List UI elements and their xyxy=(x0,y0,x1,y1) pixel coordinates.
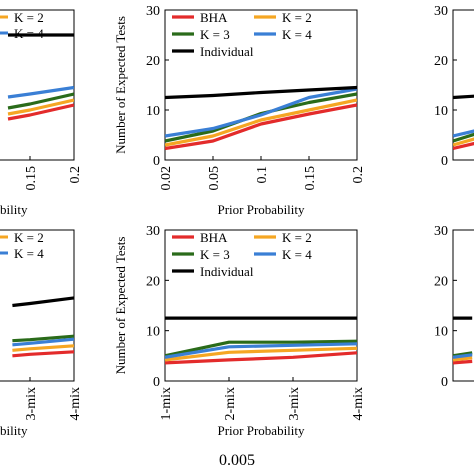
series-line-k-3 xyxy=(12,334,74,343)
y-tick-label: 0 xyxy=(153,154,160,169)
chart-bottom-left: 3-mix 4-mix K = 2K = 4 bility xyxy=(0,229,83,438)
y-tick-label: 30 xyxy=(146,4,160,19)
series-line-individual xyxy=(453,94,474,100)
series-line-bha xyxy=(7,103,74,121)
series-line-bha xyxy=(165,103,357,151)
chart-top-left: 0.15 0.2 K = 2K = 4 bility xyxy=(0,9,83,217)
series-line-k-2 xyxy=(7,98,74,116)
y-tick-label: 20 xyxy=(434,54,448,69)
chart-bottom-middle: 0 10 20 30 1-mix 2-mix 3-mix 4-mix BHA K = 2 K = 3… xyxy=(113,224,366,438)
legend-label: K = 3 xyxy=(200,247,230,262)
y-axis-label: Number of Expected Tests xyxy=(113,237,128,375)
x-axis-label: bility xyxy=(0,202,28,217)
series-line-k-4 xyxy=(453,353,473,359)
legend-label: K = 2 xyxy=(282,10,312,25)
series-line-k-4 xyxy=(165,342,357,359)
x-tick-label: 0.15 xyxy=(24,166,39,191)
y-tick-label: 0 xyxy=(441,154,448,169)
legend-label: K = 3 xyxy=(200,27,230,42)
y-axis-label: Number of Expected Tests xyxy=(113,16,128,154)
legend-label: K = 2 xyxy=(14,10,44,25)
y-tick-label: 20 xyxy=(146,54,160,69)
y-tick-label: 20 xyxy=(146,274,160,289)
x-axis-label: Prior Probability xyxy=(217,423,305,438)
series-line-k-3 xyxy=(165,339,357,358)
legend-label: K = 4 xyxy=(282,247,312,262)
series-line-k-4 xyxy=(12,337,74,347)
x-tick-label: 0.15 xyxy=(303,166,318,191)
x-tick-label: 0.02 xyxy=(159,166,174,191)
plot-frame xyxy=(452,229,474,382)
y-tick-label: 0 xyxy=(441,375,448,390)
x-tick-label: 0.2 xyxy=(68,166,83,184)
chart-bottom-right: 0 10 20 30 xyxy=(434,224,474,390)
series-line-bha xyxy=(453,359,473,365)
series-line-individual xyxy=(165,85,357,100)
plot-frame xyxy=(452,9,474,161)
x-axis-label: Prior Probability xyxy=(217,202,305,217)
series-line-bha xyxy=(453,141,474,151)
x-tick-label: 0.1 xyxy=(255,166,270,184)
series-line-k-3 xyxy=(453,132,474,143)
x-tick-label: 0.2 xyxy=(351,166,366,184)
x-tick-label: 3-mix xyxy=(24,387,39,420)
y-tick-label: 20 xyxy=(434,274,448,289)
plot-frame xyxy=(164,229,358,382)
series-line-k-2 xyxy=(453,137,474,147)
x-tick-label: 0.05 xyxy=(207,166,222,191)
series-line-individual xyxy=(12,296,74,308)
legend-label: K = 4 xyxy=(14,246,44,261)
series-line-k-2 xyxy=(165,346,357,362)
figure-caption: 0.005 xyxy=(219,452,255,469)
legend-label: K = 4 xyxy=(14,26,44,41)
legend-label: BHA xyxy=(200,10,228,25)
legend-label: Individual xyxy=(200,264,254,279)
x-tick-label: 4-mix xyxy=(351,387,366,420)
y-tick-label: 10 xyxy=(434,104,448,119)
y-tick-label: 0 xyxy=(153,375,160,390)
y-tick-label: 30 xyxy=(434,4,448,19)
chart-top-right: 0 10 20 30 xyxy=(434,4,474,169)
series-line-k-2 xyxy=(453,356,473,362)
series-line-k-2 xyxy=(12,344,74,352)
series-line-bha xyxy=(165,351,357,365)
series-line-k-3 xyxy=(7,92,74,110)
x-axis-label: bility xyxy=(0,423,28,438)
legend-label: BHA xyxy=(200,230,228,245)
chart-top-middle: 0 10 20 30 0.02 0.05 0.1 0.15 0.2 BHA K = 2 K = 3 K … xyxy=(113,4,366,217)
series-line-k-3 xyxy=(165,92,357,143)
legend-label: Individual xyxy=(200,44,254,59)
x-tick-label: 3-mix xyxy=(287,387,302,420)
series-line-k-4 xyxy=(453,129,474,138)
series-line-bha xyxy=(12,350,74,358)
legend-label: K = 2 xyxy=(282,230,312,245)
x-tick-label: 4-mix xyxy=(68,387,83,420)
y-tick-label: 30 xyxy=(146,224,160,239)
legend-label: K = 2 xyxy=(14,230,44,245)
series-line-k-2 xyxy=(165,98,357,147)
x-tick-label: 2-mix xyxy=(223,387,238,420)
series-line-k-4 xyxy=(165,87,357,138)
y-tick-label: 10 xyxy=(434,325,448,340)
y-tick-label: 10 xyxy=(146,325,160,340)
legend-label: K = 4 xyxy=(282,27,312,42)
series-line-k-4 xyxy=(7,85,74,99)
y-tick-label: 30 xyxy=(434,224,448,239)
y-tick-label: 10 xyxy=(146,104,160,119)
x-tick-label: 1-mix xyxy=(159,387,174,420)
